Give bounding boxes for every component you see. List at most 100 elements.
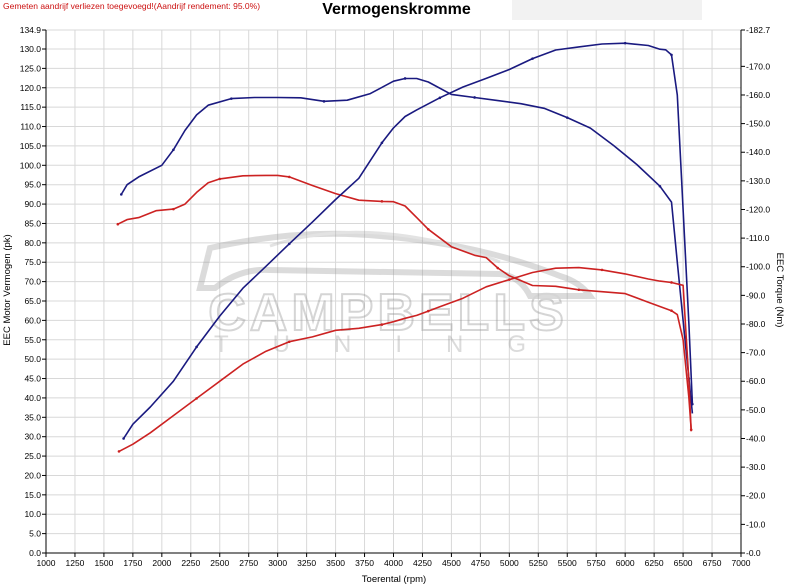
y-left-tick-label: 60.0: [24, 315, 41, 325]
y-right-tick-label: -20.0: [746, 491, 766, 501]
data-point: [508, 278, 511, 281]
y-left-tick-label: 130.0: [20, 44, 42, 54]
data-point: [691, 402, 694, 406]
data-point: [380, 200, 384, 203]
data-point: [438, 96, 442, 100]
y-right-tick-label: -30.0: [746, 462, 766, 472]
data-point: [670, 309, 673, 312]
y-left-tick-label: 80.0: [24, 238, 41, 248]
x-tick-label: 1500: [94, 558, 113, 568]
data-point: [380, 141, 384, 145]
data-point: [287, 175, 291, 179]
y-left-tick-label: 110.0: [20, 122, 41, 132]
data-point: [670, 281, 673, 284]
data-point: [426, 309, 430, 313]
x-axis-label: Toerental (rpm): [362, 574, 426, 585]
y-right-tick-label: -160.0: [746, 90, 770, 100]
y-left-tick-label: 15.0: [24, 490, 41, 500]
y-left-tick-label: 134.9: [20, 25, 42, 35]
chart-axes: [42, 29, 745, 557]
x-tick-label: 5250: [529, 558, 548, 568]
data-point: [531, 57, 534, 60]
data-point: [380, 323, 384, 326]
x-tick-label: 3750: [355, 558, 374, 568]
y-left-tick-label: 65.0: [24, 296, 41, 306]
y-right-tick-label: -60.0: [746, 376, 766, 386]
watermark-text-line1: CAMPBELLS: [208, 284, 568, 342]
y-left-tick-label: 120.0: [20, 83, 42, 93]
y-right-tick-label: -80.0: [746, 319, 766, 329]
y-right-tick-label: -170.0: [746, 61, 770, 71]
y-right-tick-label: -50.0: [746, 405, 766, 415]
y-right-tick-label: -90.0: [746, 290, 766, 300]
x-tick-label: 2250: [181, 558, 200, 568]
data-point: [403, 77, 407, 80]
series-line-2: [117, 174, 692, 430]
x-tick-label: 6500: [674, 558, 693, 568]
data-point: [287, 242, 291, 246]
y-left-tick-label: 90.0: [24, 199, 41, 209]
drive-loss-note: Gemeten aandrijf verliezen toegevoegd!(A…: [3, 1, 261, 11]
y-right-tick-label: -140.0: [746, 147, 770, 157]
data-point: [230, 97, 233, 100]
x-tick-label: 4250: [413, 558, 432, 568]
series-line-1: [120, 77, 694, 414]
data-point: [195, 397, 198, 400]
x-tick-label: 1000: [37, 558, 56, 568]
y-left-tick-label: 75.0: [24, 257, 41, 267]
y-right-tick-label: -40.0: [746, 433, 766, 443]
x-tick-label: 3250: [297, 558, 316, 568]
y-right-tick-label: -130.0: [746, 176, 770, 186]
x-tick-label: 1250: [65, 558, 84, 568]
x-tick-label: 2000: [152, 558, 171, 568]
x-tick-label: 3000: [268, 558, 287, 568]
y-left-tick-label: 100.0: [20, 160, 42, 170]
data-point: [195, 345, 198, 349]
data-point: [473, 96, 476, 99]
y-right-tick-label: -0.0: [746, 548, 761, 558]
data-point: [172, 207, 175, 211]
x-tick-label: 4500: [442, 558, 461, 568]
data-point: [116, 222, 120, 226]
data-point: [287, 340, 291, 344]
y-right-tick-label: -10.0: [746, 519, 766, 529]
data-point: [600, 268, 604, 272]
y-left-tick-label: 35.0: [24, 412, 41, 422]
x-tick-label: 7000: [732, 558, 751, 568]
data-point: [122, 437, 125, 440]
y-right-tick-label: -150.0: [746, 119, 770, 129]
tick-labels: 1000 1250 1500 1750 2000 2250 2500 2750 3000 3250…: [20, 25, 771, 568]
y-right-tick-label: -70.0: [746, 348, 766, 358]
y-left-tick-label: 30.0: [24, 432, 41, 442]
y-right-tick-label: -182.7: [746, 25, 770, 35]
data-point: [322, 100, 326, 103]
x-tick-label: 3500: [326, 558, 345, 568]
chart-title: Vermogenskromme: [322, 1, 471, 18]
y-right-tick-label: -100.0: [746, 262, 770, 272]
data-point: [577, 288, 581, 292]
y-right-tick-label: -110.0: [746, 233, 770, 243]
data-point: [658, 184, 662, 188]
x-tick-label: 5000: [500, 558, 519, 568]
series-line-4: [118, 266, 692, 453]
y-left-tick-label: 50.0: [24, 354, 41, 364]
y-left-tick-label: 25.0: [24, 451, 41, 461]
y-left-tick-label: 85.0: [24, 218, 41, 228]
x-tick-label: 6000: [616, 558, 635, 568]
y-axis-right-label: EEC Torque (Nm): [774, 253, 785, 328]
y-left-tick-label: 70.0: [24, 277, 41, 287]
y-left-tick-label: 105.0: [20, 141, 42, 151]
y-left-tick-label: 125.0: [20, 63, 42, 73]
chart-series: [116, 41, 694, 453]
data-point: [119, 193, 123, 196]
data-point: [117, 450, 121, 453]
y-left-tick-label: 0.0: [29, 548, 41, 558]
x-tick-label: 5750: [587, 558, 606, 568]
data-point: [670, 53, 673, 57]
data-point: [623, 41, 627, 45]
data-point: [426, 227, 430, 231]
x-tick-label: 1750: [123, 558, 142, 568]
y-left-tick-label: 45.0: [24, 374, 41, 384]
data-point: [496, 266, 500, 270]
